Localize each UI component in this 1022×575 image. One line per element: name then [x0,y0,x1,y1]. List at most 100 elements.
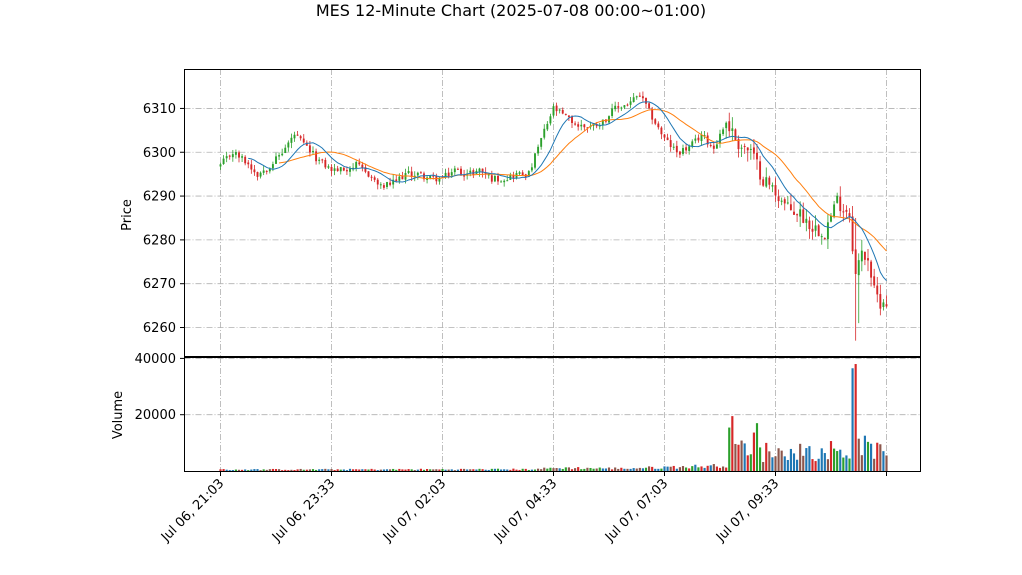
candle-body [268,168,271,172]
volume-bar [857,438,860,471]
candle-body [638,95,641,97]
candle-body [265,170,268,172]
volume-bar [469,469,472,471]
candle-body [823,238,826,240]
price-tick-label: 6290 [143,190,176,205]
candle-body [685,147,688,151]
candle-body [302,138,305,143]
volume-bar [731,416,734,471]
price-tick-label: 6280 [143,233,176,248]
volume-bar [882,451,885,471]
volume-bar [299,468,302,471]
candle-body [256,172,259,177]
candle-body [312,150,314,153]
volume-bar [278,469,281,471]
volume-bar [771,457,774,471]
volume-bar [244,469,247,471]
volume-bar [564,467,567,471]
candle-body [715,144,718,149]
volume-bar [493,468,496,471]
volume-bar [848,458,851,471]
volume-bar [694,464,697,471]
candle-body [558,109,561,111]
volume-bar [527,469,530,471]
volume-bar [429,469,432,471]
candle-body [848,213,851,218]
volume-bar [466,469,469,471]
candle-body [321,159,324,161]
volume-bar [644,467,648,471]
candle-body [364,167,367,172]
volume-bar [845,455,848,471]
candle-body [419,172,422,174]
volume-bar [811,459,814,471]
candle-body [429,175,432,179]
candle-body [731,128,734,131]
candle-body [228,155,231,157]
volume-bar [746,455,749,471]
candle-body [238,152,240,158]
volume-bar [799,443,802,471]
volume-bar [549,467,552,471]
volume-bar [796,459,799,471]
volume-bar [678,467,681,471]
volume-bar [404,469,407,471]
candle-body [336,168,339,172]
candle-body [873,276,876,286]
volume-bar [435,469,438,471]
candle-body [284,147,287,153]
volume-bar [339,469,342,471]
volume-bar [660,468,663,471]
volume-bar [426,468,429,471]
volume-bar [503,469,506,471]
volume-bar [311,469,315,471]
candle-body [225,156,228,159]
volume-bar [641,468,644,471]
volume-bar [348,468,352,471]
candle-body [703,135,706,137]
candle-body [663,134,666,138]
volume-bar [385,469,389,471]
x-axis: Jul 06, 21:03 Jul 06, 23:33 Jul 07, 02:03 J… [158,471,887,546]
volume-bar [780,450,783,471]
volume-bar [839,449,842,471]
candle-body [583,124,586,128]
candle-body [373,177,376,180]
volume-bar [577,467,580,471]
candle-body [777,196,780,202]
volume-bar [718,467,722,471]
candle-body [657,123,660,128]
volume-bar [826,459,829,471]
candle-body [786,202,789,204]
volume-bar [398,468,401,471]
candle-body [469,170,472,173]
volume-bar [530,469,533,471]
candle-body [817,225,820,237]
volume-bar [475,469,478,471]
volume-bar [478,468,481,471]
candle-body [629,101,632,105]
volume-bar [691,466,694,471]
price-tick-label: 6300 [143,146,176,161]
ma-fast-line [248,101,887,281]
candle-body [234,152,237,155]
candle-body [330,166,333,171]
candle-body [527,171,530,177]
candle-body [666,137,669,141]
volume-bar [407,469,410,471]
volume-bar [808,446,811,471]
candle-body [244,156,247,164]
candle-body [820,236,823,238]
volume-bar [352,469,355,471]
volume-bar [441,468,444,471]
volume-bar [376,470,379,471]
volume-bar [802,455,805,471]
x-tick-label: Jul 06, 21:03 [158,476,227,545]
volume-bar [648,466,651,471]
volume-bar [663,466,666,471]
volume-bar [607,467,611,471]
candle-body [623,105,626,108]
candle-body [253,169,256,173]
volume-bar [604,468,607,471]
volume-bar [247,470,250,471]
